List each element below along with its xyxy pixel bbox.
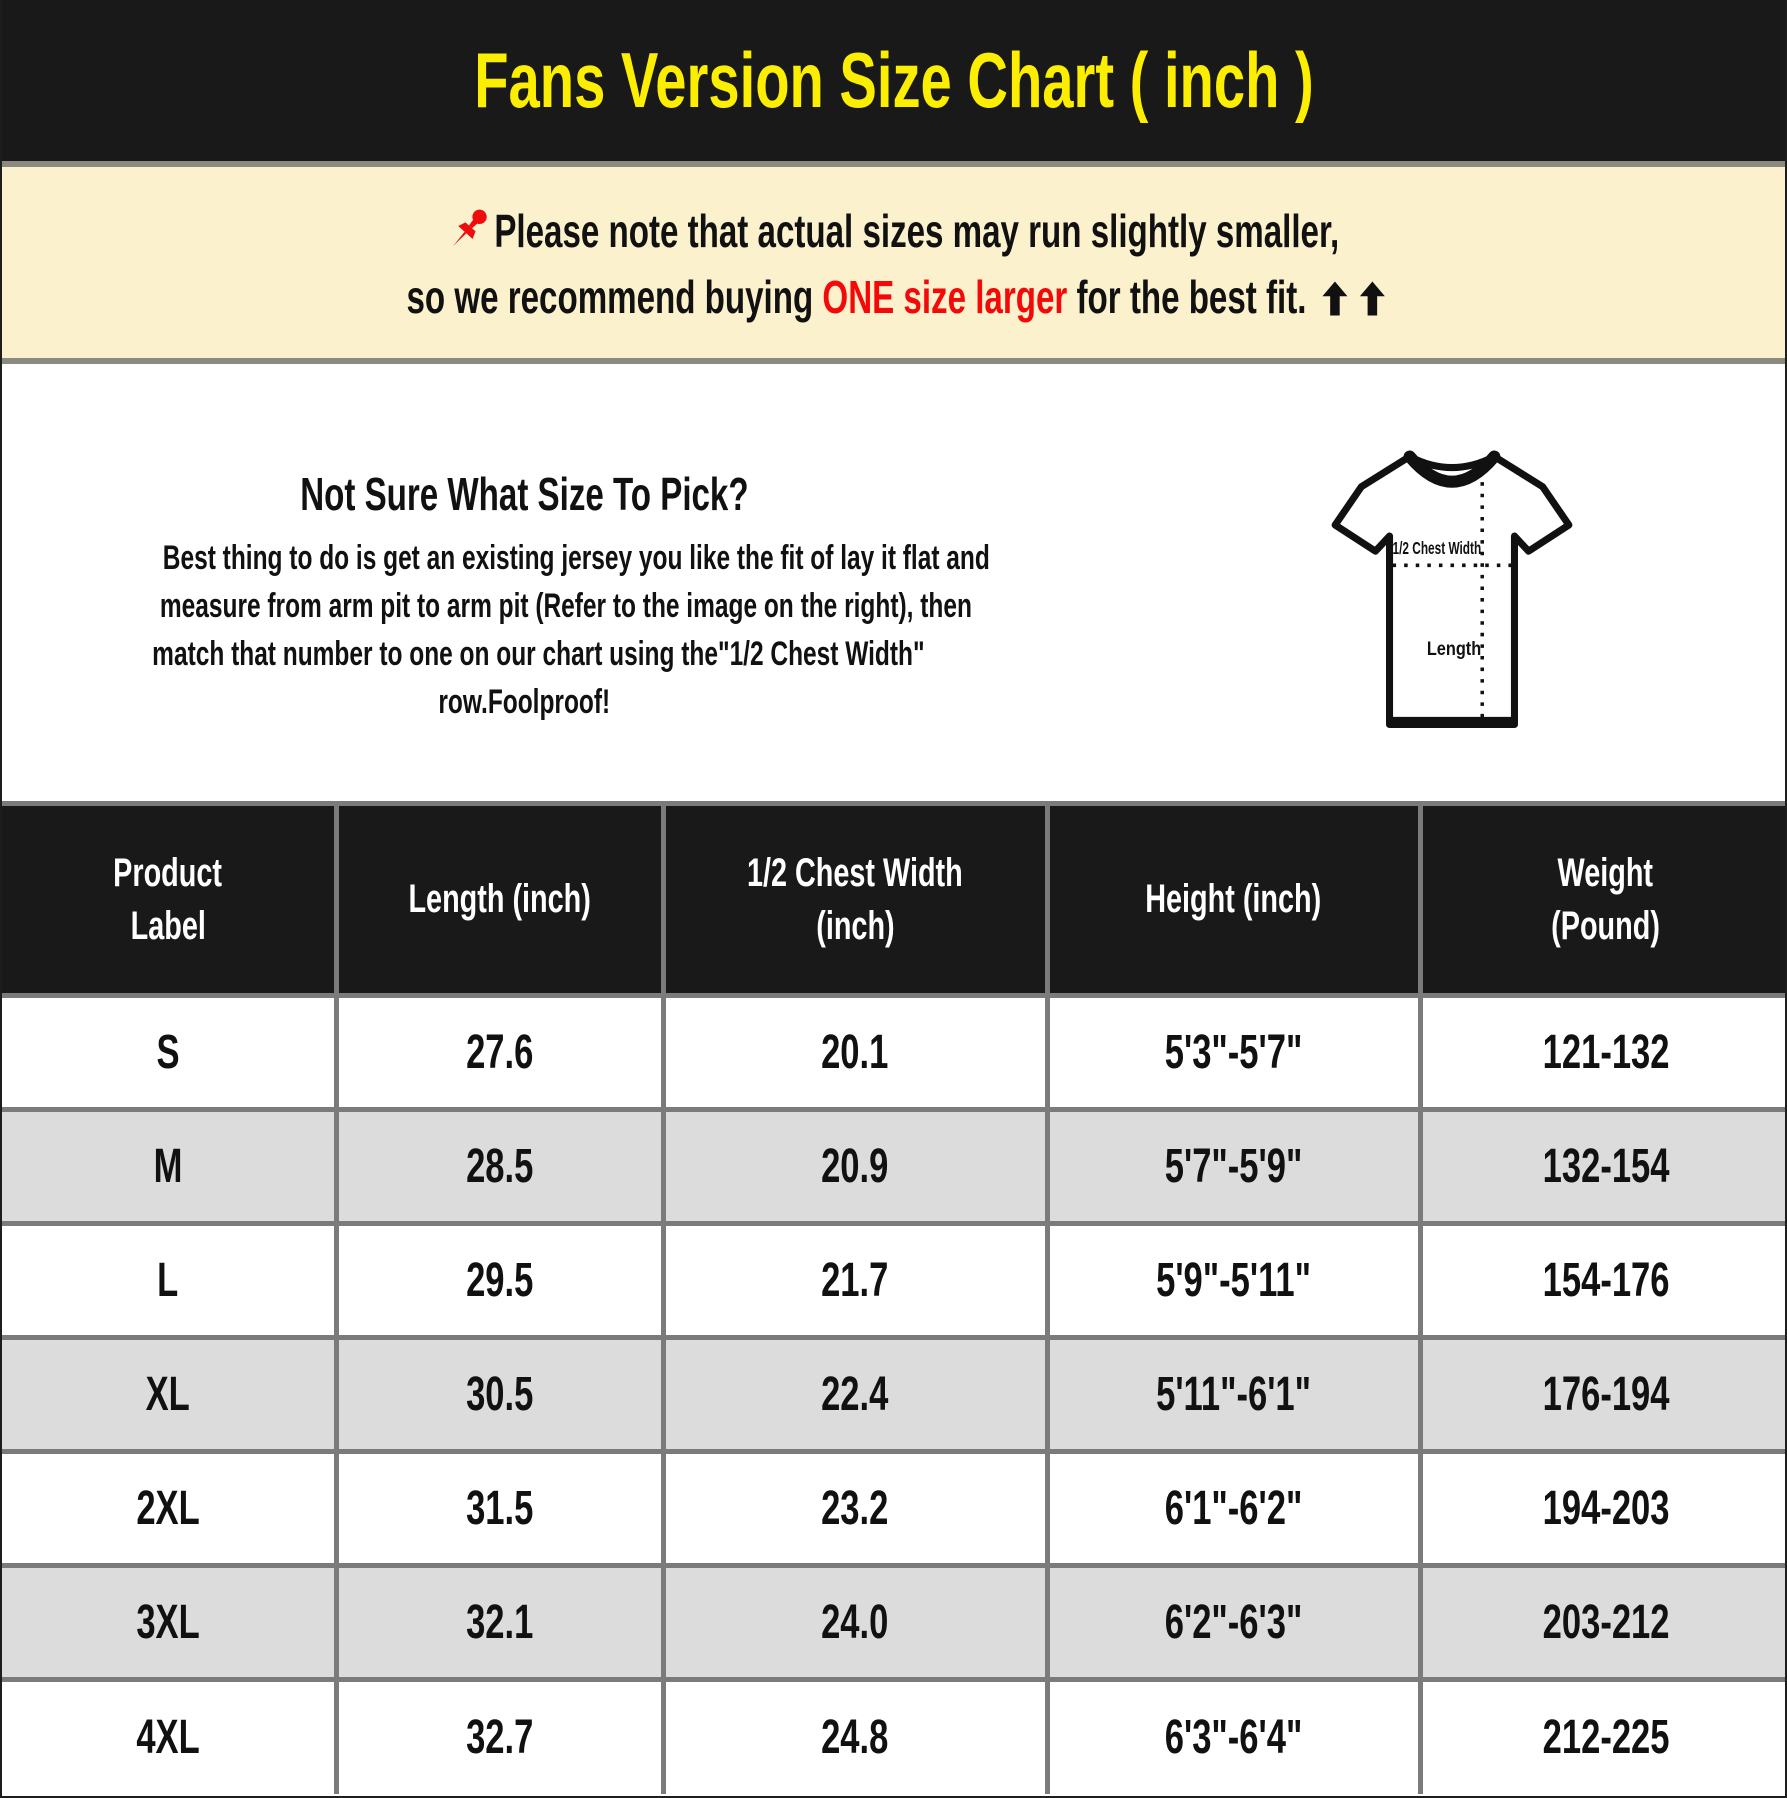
size-table: Product Label Length (inch) 1/2 Chest Wi… <box>2 801 1785 1794</box>
pushpin-icon <box>452 209 487 246</box>
notice-line-1: Please note that actual sizes may run sl… <box>275 203 1512 257</box>
table-cell: 212-225 <box>1417 1677 1785 1794</box>
notice-text-2b: for the best fit. <box>1066 270 1307 323</box>
table-cell: 24.0 <box>660 1563 1050 1682</box>
notice-text-2a: so we recommend buying <box>406 270 823 323</box>
tshirt-measurement-diagram: 1/2 Chest Width Length <box>1317 442 1587 742</box>
up-arrow-icon <box>1359 280 1385 316</box>
table-cell: 121-132 <box>1417 993 1785 1112</box>
table-cell: 20.1 <box>660 993 1050 1112</box>
notice-section: Please note that actual sizes may run sl… <box>2 167 1785 358</box>
one-size-larger-highlight: ONE size larger <box>822 270 1067 323</box>
notice-text-1: Please note that actual sizes may run sl… <box>494 204 1339 257</box>
table-cell: 30.5 <box>333 1335 666 1454</box>
table-cell: 4XL <box>2 1677 339 1794</box>
tshirt-collar <box>1403 450 1501 488</box>
size-table-header: Product Label Length (inch) 1/2 Chest Wi… <box>2 803 1785 998</box>
table-cell: M <box>2 1107 339 1226</box>
col-header-height: Height (inch) <box>1044 803 1423 998</box>
table-row-m: M 28.5 20.9 5'7"-5'9" 132-154 <box>2 1107 1785 1226</box>
table-cell: 176-194 <box>1417 1335 1785 1454</box>
guide-body-line: match that number to one on our chart us… <box>152 635 925 673</box>
tshirt-diagram-svg: 1/2 Chest Width Length <box>1331 450 1573 729</box>
guide-heading: Not Sure What Size To Pick? <box>300 468 749 520</box>
table-row-s: S 27.6 20.1 5'3"-5'7" 121-132 <box>2 993 1785 1112</box>
header-row: Product Label Length (inch) 1/2 Chest Wi… <box>2 803 1785 998</box>
table-cell: XL <box>2 1335 339 1454</box>
length-label: Length <box>1427 639 1481 660</box>
table-cell: 6'1"-6'2" <box>1044 1449 1423 1568</box>
separator <box>2 358 1785 364</box>
page-title: Fans Version Size Chart ( inch ) <box>473 36 1314 124</box>
table-cell: 3XL <box>2 1563 339 1682</box>
table-cell: 132-154 <box>1417 1107 1785 1226</box>
guide-text-block: Not Sure What Size To Pick? Best thing t… <box>2 468 1047 726</box>
title-bar: Fans Version Size Chart ( inch ) <box>2 0 1785 161</box>
up-arrow-icon <box>1321 280 1347 316</box>
table-cell: 5'7"-5'9" <box>1044 1107 1423 1226</box>
table-cell: 6'2"-6'3" <box>1044 1563 1423 1682</box>
chest-width-label: 1/2 Chest Width <box>1393 539 1482 558</box>
col-header-length: Length (inch) <box>333 803 666 998</box>
table-row-3xl: 3XL 32.1 24.0 6'2"-6'3" 203-212 <box>2 1563 1785 1682</box>
table-cell: 22.4 <box>660 1335 1050 1454</box>
table-cell: 23.2 <box>660 1449 1050 1568</box>
tshirt-outline <box>1331 452 1573 729</box>
table-cell: 203-212 <box>1417 1563 1785 1682</box>
col-header-product-label: Product Label <box>2 803 339 998</box>
table-cell: 5'11"-6'1" <box>1044 1335 1423 1454</box>
guide-section: Not Sure What Size To Pick? Best thing t… <box>2 364 1785 801</box>
separator <box>2 161 1785 167</box>
table-cell: 27.6 <box>333 993 666 1112</box>
table-cell: 32.7 <box>333 1677 666 1794</box>
table-cell: 5'9"-5'11" <box>1044 1221 1423 1340</box>
table-cell: 32.1 <box>333 1563 666 1682</box>
table-cell: L <box>2 1221 339 1340</box>
table-cell: 2XL <box>2 1449 339 1568</box>
table-cell: 28.5 <box>333 1107 666 1226</box>
col-header-chest-width: 1/2 Chest Width (inch) <box>660 803 1050 998</box>
table-cell: 29.5 <box>333 1221 666 1340</box>
table-row-xl: XL 30.5 22.4 5'11"-6'1" 176-194 <box>2 1335 1785 1454</box>
guide-body-line: Best thing to do is get an existing jers… <box>162 539 990 577</box>
table-row-4xl: 4XL 32.7 24.8 6'3"-6'4" 212-225 <box>2 1677 1785 1794</box>
col-header-weight: Weight (Pound) <box>1417 803 1785 998</box>
table-cell: 31.5 <box>333 1449 666 1568</box>
table-cell: S <box>2 993 339 1112</box>
table-cell: 154-176 <box>1417 1221 1785 1340</box>
guide-body-line: measure from arm pit to arm pit (Refer t… <box>159 587 972 625</box>
table-row-2xl: 2XL 31.5 23.2 6'1"-6'2" 194-203 <box>2 1449 1785 1568</box>
guide-body-line: row.Foolproof! <box>438 683 611 721</box>
table-cell: 21.7 <box>660 1221 1050 1340</box>
table-cell: 194-203 <box>1417 1449 1785 1568</box>
notice-line-2: so we recommend buying ONE size larger f… <box>217 271 1571 323</box>
table-cell: 24.8 <box>660 1677 1050 1794</box>
table-cell: 6'3"-6'4" <box>1044 1677 1423 1794</box>
table-cell: 20.9 <box>660 1107 1050 1226</box>
table-row-l: L 29.5 21.7 5'9"-5'11" 154-176 <box>2 1221 1785 1340</box>
table-cell: 5'3"-5'7" <box>1044 993 1423 1112</box>
